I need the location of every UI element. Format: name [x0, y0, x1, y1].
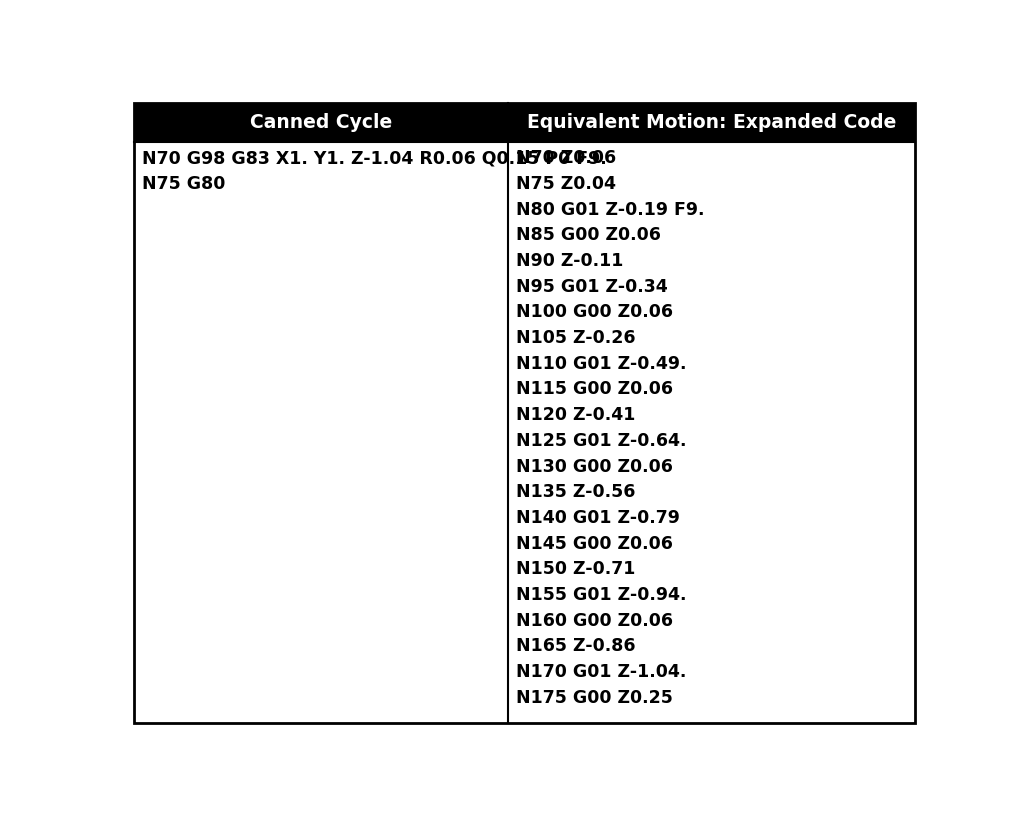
Text: Equivalent Motion: Expanded Code: Equivalent Motion: Expanded Code [526, 113, 896, 132]
Text: N70 Z0.06
N75 Z0.04
N80 G01 Z-0.19 F9.
N85 G00 Z0.06
N90 Z-0.11
N95 G01 Z-0.34
N: N70 Z0.06 N75 Z0.04 N80 G01 Z-0.19 F9. N… [515, 149, 705, 707]
Bar [134, 103, 915, 142]
Text: Canned Cycle: Canned Cycle [250, 113, 392, 132]
Text: N70 G98 G83 X1. Y1. Z-1.04 R0.06 Q0.15 P0 F9.
N75 G80: N70 G98 G83 X1. Y1. Z-1.04 R0.06 Q0.15 P… [142, 149, 607, 193]
